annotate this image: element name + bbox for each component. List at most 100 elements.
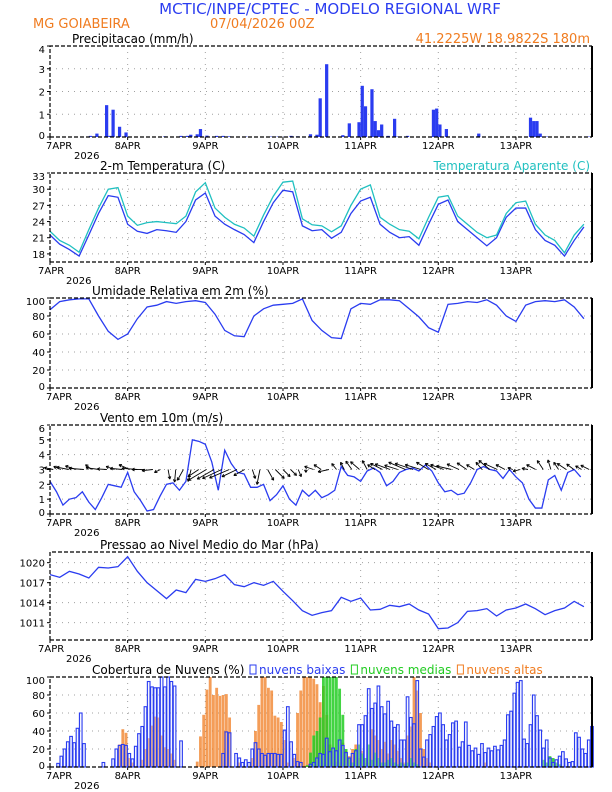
series-line-velocidade bbox=[49, 439, 582, 512]
cloud-bar-low bbox=[273, 752, 277, 768]
wind-arrowhead bbox=[345, 460, 349, 465]
cloud-bar-low bbox=[276, 753, 280, 768]
series-line-umidade bbox=[49, 298, 585, 341]
precip-bar bbox=[88, 135, 93, 137]
cloud-bar-mid bbox=[380, 762, 384, 767]
wind-vector bbox=[475, 462, 483, 470]
legend-swatch bbox=[456, 664, 464, 675]
cloud-bar-low bbox=[153, 687, 158, 768]
cloud-bar-high bbox=[412, 677, 416, 767]
cloud-bar-low bbox=[480, 743, 484, 768]
cloud-bar-low bbox=[395, 724, 400, 768]
ytick-label: 1014 bbox=[20, 599, 45, 610]
series-line-temperatura-aparente bbox=[49, 180, 585, 255]
cloud-bar-high bbox=[173, 759, 176, 767]
frame-dashed bbox=[49, 297, 592, 388]
xtick-label: 7APR bbox=[38, 266, 64, 277]
cloud-bar-low bbox=[366, 688, 371, 768]
panel-title: Vento em 10m (m/s) bbox=[100, 411, 223, 425]
wind-vector bbox=[547, 459, 552, 470]
wind-arrowhead bbox=[495, 464, 499, 468]
precip-bar bbox=[373, 121, 377, 137]
precip-bar bbox=[363, 106, 368, 137]
cloud-bar-low bbox=[82, 743, 86, 768]
ytick-label: 24 bbox=[32, 218, 45, 229]
cloud-bar-low bbox=[279, 753, 284, 768]
xtick-label: 8APR bbox=[115, 644, 141, 655]
wind-arrowhead bbox=[118, 464, 123, 468]
cloud-bar-low bbox=[292, 753, 297, 768]
cloud-bar-high bbox=[389, 740, 393, 767]
cloud-bar-low bbox=[101, 761, 106, 768]
wind-arrowhead bbox=[456, 462, 461, 466]
cloud-bar-low bbox=[321, 753, 326, 768]
frame-dashed bbox=[49, 424, 592, 514]
wind-vector bbox=[466, 464, 475, 470]
precip-bar bbox=[117, 126, 122, 137]
wind-arrowhead bbox=[252, 475, 257, 479]
cloud-bar-low bbox=[577, 736, 581, 768]
cloud-bar-low bbox=[62, 748, 67, 768]
cloud-bar-low bbox=[518, 680, 523, 768]
wind-vector bbox=[495, 464, 506, 470]
cloud-bar-low bbox=[124, 744, 128, 768]
cloud-bar-low bbox=[227, 732, 232, 768]
precip-bar bbox=[538, 133, 542, 137]
precip-bar bbox=[360, 85, 364, 137]
wind-arrowhead bbox=[131, 467, 135, 472]
wind-vector bbox=[188, 469, 207, 481]
xtick-label: 8APR bbox=[115, 771, 141, 782]
wind-arrowhead bbox=[56, 465, 60, 470]
wind-arrowhead bbox=[109, 466, 114, 471]
ytick-label: 5 bbox=[39, 436, 45, 447]
wind-vector bbox=[174, 469, 177, 483]
wind-arrowhead bbox=[176, 477, 181, 481]
cloud-bar-low bbox=[570, 761, 575, 768]
wind-arrowhead bbox=[384, 464, 388, 468]
wind-vector bbox=[350, 461, 360, 470]
cloud-bar-mid bbox=[386, 759, 390, 767]
cloud-bar-low bbox=[234, 752, 238, 768]
cloud-bar-mid bbox=[309, 752, 312, 767]
cloud-bar-low bbox=[72, 742, 77, 768]
cloud-bar-low bbox=[347, 757, 352, 768]
precip-bar bbox=[198, 129, 203, 137]
cloud-bar-low bbox=[583, 752, 588, 768]
cloud-bar-high bbox=[199, 736, 202, 767]
cloud-bar-low bbox=[344, 752, 348, 768]
ytick-label: 0 bbox=[39, 508, 45, 519]
wind-vector bbox=[317, 469, 329, 473]
cloud-bar-high bbox=[140, 759, 144, 767]
wind-arrowhead bbox=[566, 463, 570, 468]
xtick-label: 7APR bbox=[46, 392, 72, 403]
cloud-bar-low bbox=[169, 680, 174, 768]
cloud-bar-high bbox=[419, 713, 422, 767]
cloud-bar-low bbox=[240, 761, 245, 768]
cloud-bar-low bbox=[295, 761, 300, 768]
year-label: 2026 bbox=[74, 781, 99, 792]
cloud-bar-low bbox=[473, 747, 478, 768]
xtick-label: 11APR bbox=[344, 518, 377, 529]
xtick-label: 12APR bbox=[422, 141, 455, 152]
ytick-label: 18 bbox=[32, 250, 45, 261]
wind-vector bbox=[436, 465, 452, 470]
xtick-label: 11APR bbox=[344, 771, 377, 782]
wind-arrowhead bbox=[546, 459, 551, 463]
legend-swatch bbox=[350, 664, 358, 675]
wind-arrowhead bbox=[446, 463, 451, 467]
cloud-bar-low bbox=[489, 750, 494, 768]
wind-vector bbox=[416, 461, 429, 470]
precip-bar bbox=[221, 135, 225, 137]
cloud-bar-high bbox=[483, 762, 487, 767]
xtick-label: 8APR bbox=[115, 518, 141, 529]
wind-arrowhead bbox=[580, 464, 584, 469]
xtick-label: 7APR bbox=[38, 644, 64, 655]
cloud-bar-high bbox=[283, 740, 287, 767]
cloud-bar-low bbox=[470, 750, 475, 768]
cloud-bar-low bbox=[531, 694, 536, 768]
cloud-bar-high bbox=[228, 717, 232, 767]
cloud-bar-high bbox=[131, 762, 134, 767]
wind-arrowhead bbox=[196, 476, 201, 480]
wind-vector bbox=[44, 467, 54, 470]
wind-arrowhead bbox=[53, 465, 57, 470]
